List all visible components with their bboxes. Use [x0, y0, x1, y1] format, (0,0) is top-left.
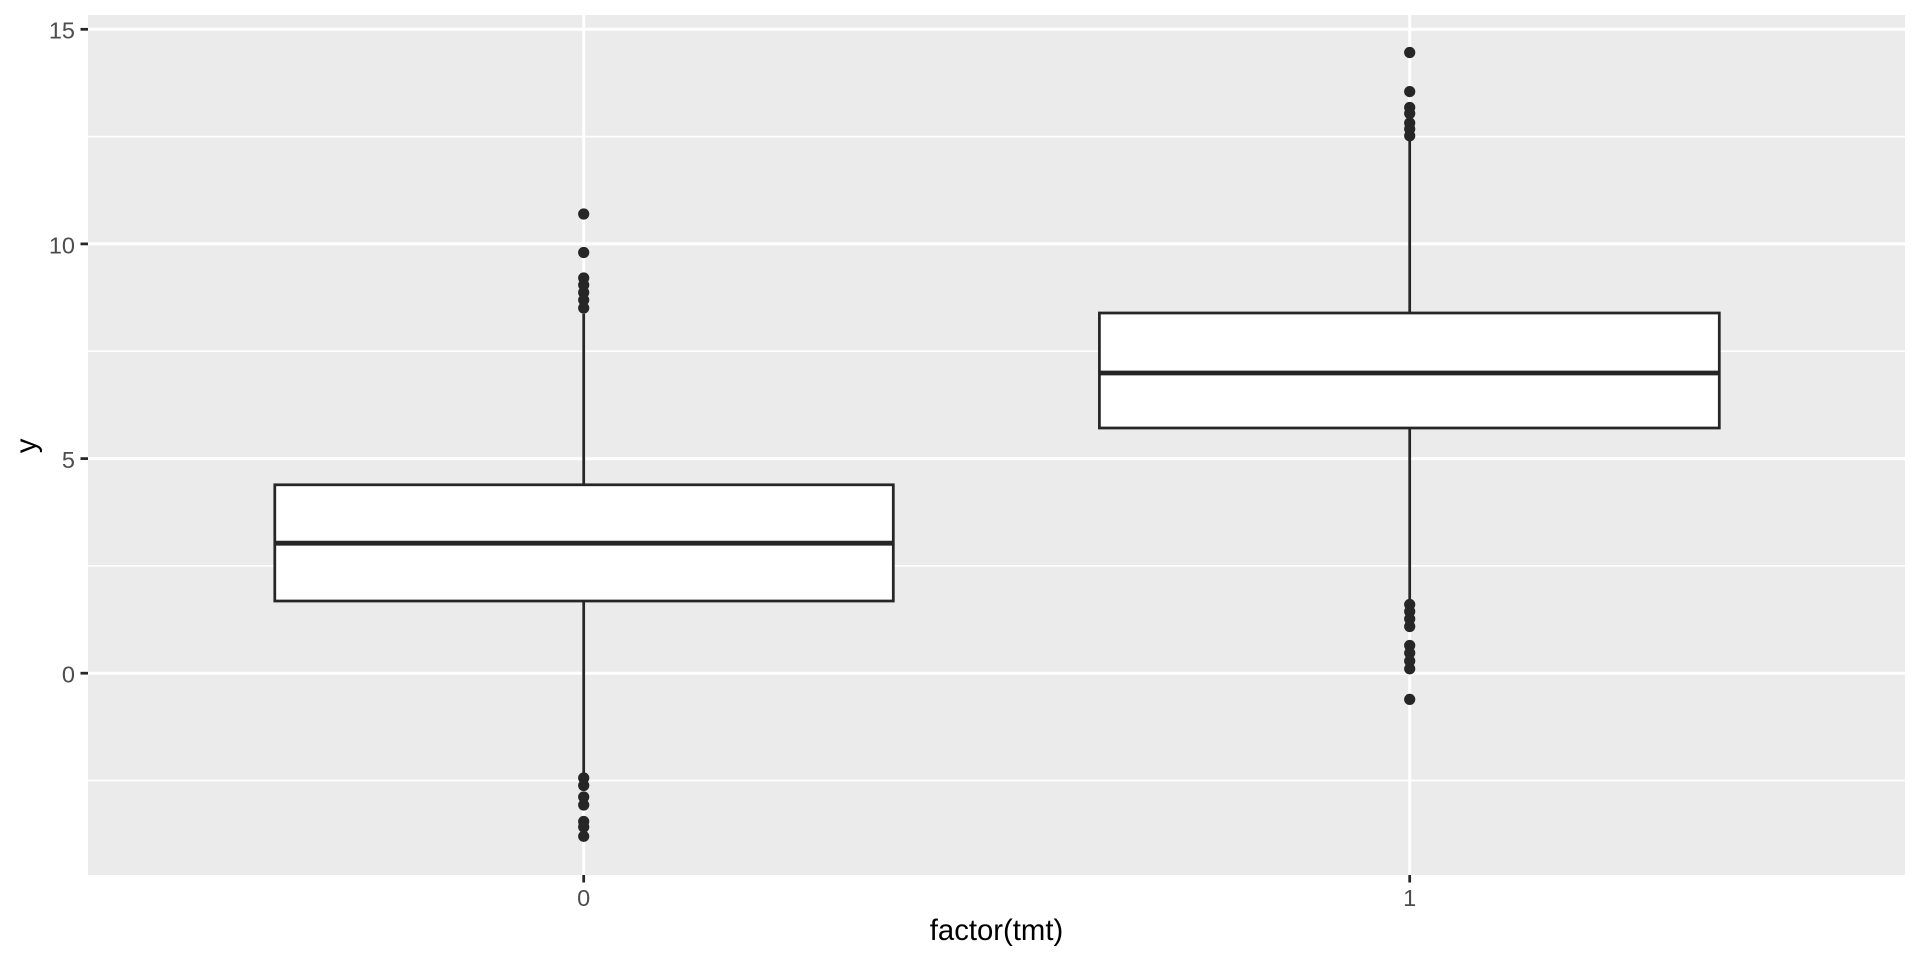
svg-text:factor(tmt): factor(tmt): [930, 914, 1063, 947]
svg-text:10: 10: [49, 232, 75, 258]
svg-text:1: 1: [1403, 885, 1416, 911]
svg-text:0: 0: [62, 662, 75, 688]
svg-text:5: 5: [62, 447, 75, 473]
svg-text:15: 15: [49, 18, 75, 44]
svg-text:y: y: [10, 438, 43, 453]
svg-text:0: 0: [577, 885, 590, 911]
